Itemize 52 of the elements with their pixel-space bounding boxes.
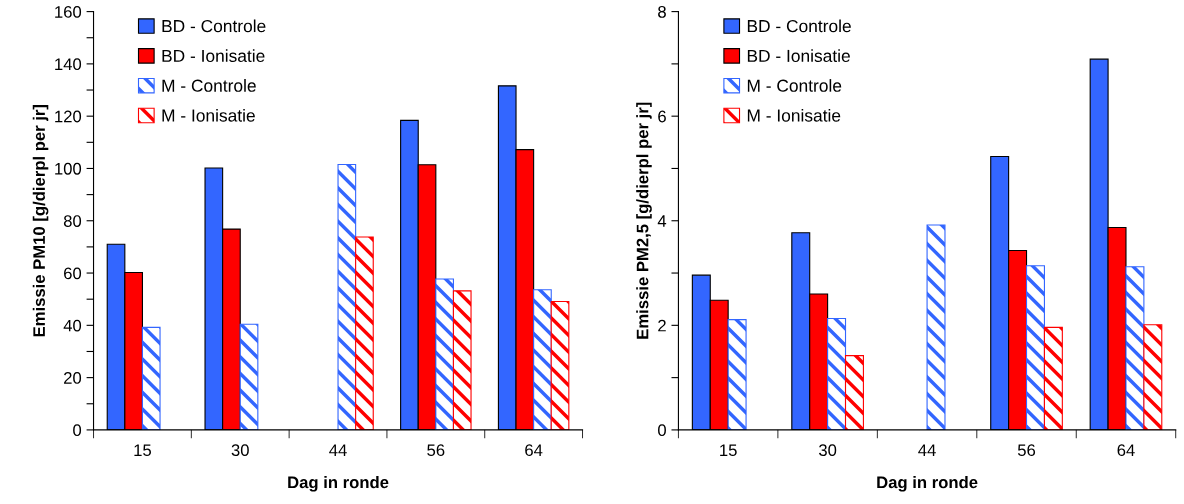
- y-tick-label: 6: [658, 110, 666, 123]
- y-tick-label: 0: [73, 424, 82, 437]
- bar: [1025, 265, 1045, 430]
- bar: [337, 163, 357, 430]
- bar: [926, 224, 946, 430]
- x-tick-label: 44: [329, 444, 347, 456]
- legend-label: M - Controle: [162, 79, 256, 92]
- y-tick-label: 8: [658, 5, 666, 18]
- y-tick-label: 100: [55, 162, 82, 175]
- x-tick-label: 64: [1117, 444, 1135, 457]
- bar: [533, 289, 552, 430]
- x-tick-label: 15: [720, 444, 737, 457]
- x-tick-label: 56: [427, 444, 445, 457]
- y-axis-title: Emissie PM10 [g/dierpl per jr]: [32, 104, 49, 337]
- bar: [141, 326, 161, 430]
- x-axis-title: Dag in ronde: [288, 476, 389, 492]
- legend-label: BD - Ionisatie: [162, 49, 265, 63]
- bar: [1043, 326, 1063, 430]
- y-axis-title: Emissie PM2,5 [g/dierpl per jr]: [636, 102, 652, 339]
- bar: [452, 290, 472, 430]
- bar: [550, 300, 570, 430]
- y-tick-label: 120: [55, 110, 82, 123]
- x-tick-label: 44: [918, 444, 936, 456]
- y-tick-label: 2: [658, 319, 666, 332]
- y-tick-label: 60: [64, 267, 82, 280]
- bar: [435, 278, 454, 430]
- bar: [827, 317, 847, 430]
- y-tick-label: 160: [55, 5, 82, 18]
- legend-label: M - Ionisatie: [747, 108, 841, 122]
- y-tick-label: 4: [657, 215, 667, 227]
- legend-label: BD - Ionisatie: [747, 49, 850, 63]
- x-tick-label: 56: [1017, 444, 1036, 457]
- bar: [355, 236, 374, 430]
- x-axis-title: Dag in ronde: [877, 476, 978, 492]
- x-tick-label: 30: [231, 444, 249, 457]
- legend-label: M - Ionisatie: [162, 108, 255, 122]
- x-tick-label: 15: [134, 444, 152, 457]
- bar: [239, 323, 259, 430]
- bar: [727, 319, 747, 430]
- x-tick-label: 30: [818, 444, 837, 457]
- y-tick-label: 140: [55, 58, 82, 71]
- legend-label: BD - Controle: [162, 19, 266, 33]
- y-tick-label: 0: [658, 424, 666, 437]
- y-tick-label: 40: [63, 319, 82, 332]
- bar: [1125, 266, 1145, 430]
- y-tick-label: 20: [64, 372, 82, 384]
- bar: [844, 355, 864, 430]
- x-tick-label: 64: [525, 444, 543, 457]
- bar: [1143, 324, 1163, 430]
- y-tick-label: 80: [63, 215, 82, 227]
- legend-label: BD - Controle: [747, 19, 851, 33]
- legend-label: M - Controle: [747, 79, 842, 92]
